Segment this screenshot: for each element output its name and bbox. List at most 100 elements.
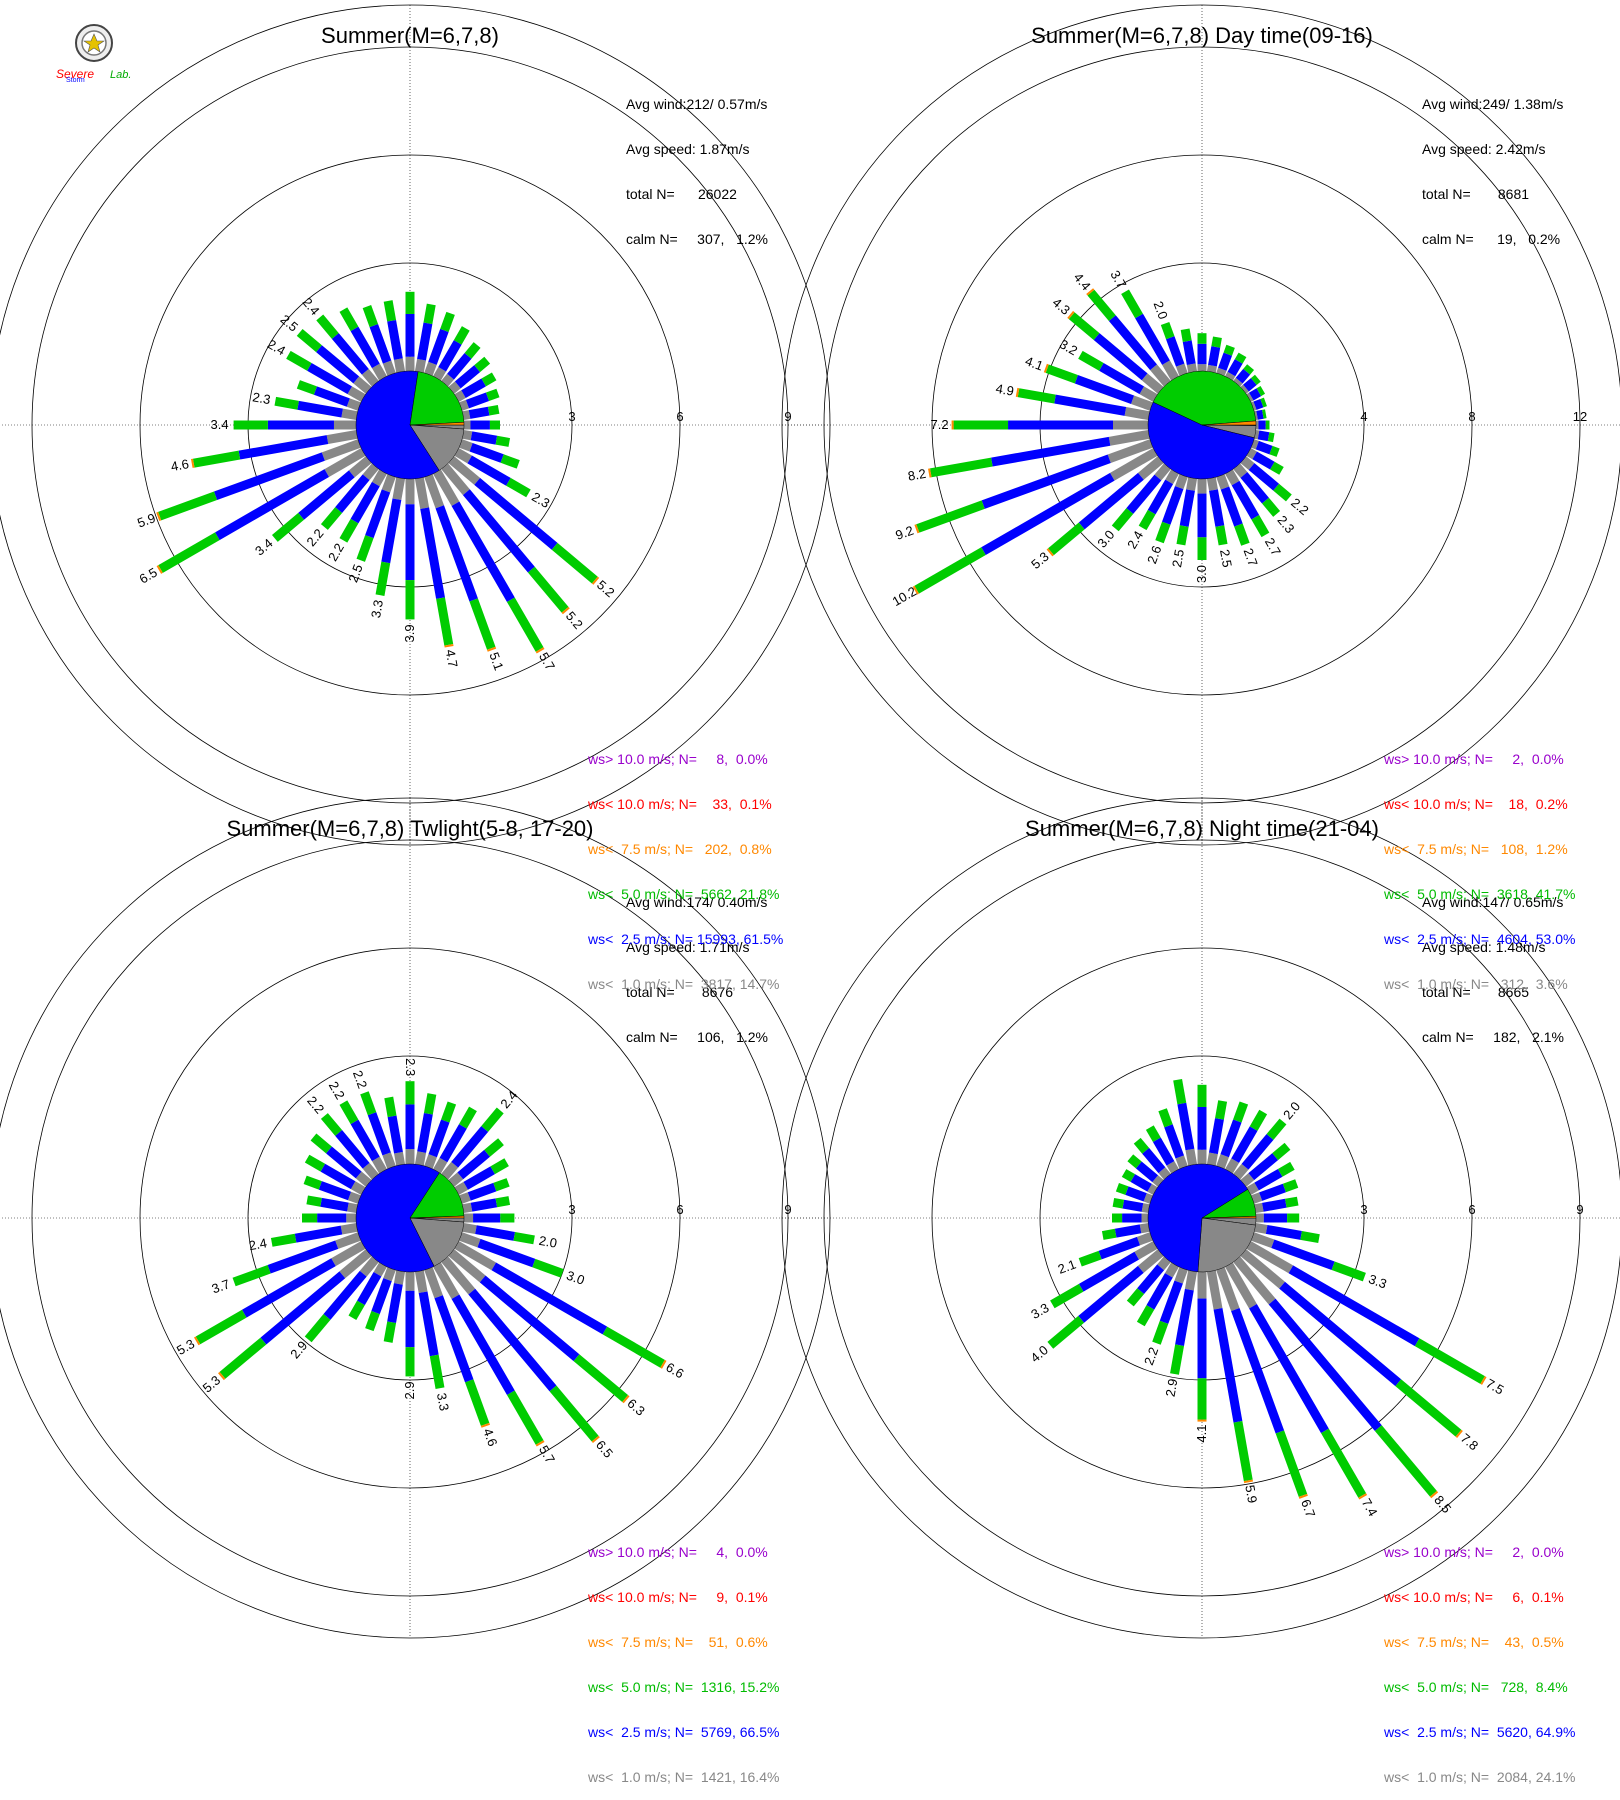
bar-segment-lt5 bbox=[953, 420, 1009, 430]
windrose-bar bbox=[441, 1107, 504, 1180]
legend-entry-lt75: ws< 7.5 m/s; N= 108, 1.2% bbox=[1384, 841, 1568, 857]
windrose-bar bbox=[1240, 1142, 1291, 1187]
bar-segment-lt5 bbox=[1078, 350, 1104, 371]
bar-segment-lt5 bbox=[914, 547, 986, 594]
bar-segment-lt1 bbox=[454, 448, 472, 464]
stats-panel-1: Avg wind:212/ 0.57m/s Avg speed: 1.87m/s… bbox=[626, 67, 768, 262]
bar-segment-lt25 bbox=[1008, 420, 1114, 430]
bar-segment-lt1 bbox=[448, 456, 481, 485]
bar-segment-lt25 bbox=[1175, 1288, 1194, 1346]
bar-segment-lt25 bbox=[1164, 1124, 1184, 1159]
bar-segment-lt25 bbox=[297, 400, 343, 418]
bar-segment-lt5 bbox=[573, 1354, 628, 1402]
windrose-bar bbox=[1112, 1197, 1150, 1214]
bar-segment-lt5 bbox=[195, 1309, 247, 1345]
bar-segment-lt1 bbox=[414, 477, 430, 509]
bar-segment-lt25 bbox=[1146, 1273, 1173, 1310]
bar-segment-lt25 bbox=[439, 1124, 467, 1163]
ring-label: 3 bbox=[1360, 1202, 1367, 1217]
legend-entry-lt75: ws< 7.5 m/s; N= 51, 0.6% bbox=[588, 1634, 768, 1650]
bar-segment-lt5 bbox=[1277, 1161, 1295, 1177]
bar-segment-lt1 bbox=[341, 408, 358, 421]
bar-segment-lt5 bbox=[1266, 1118, 1287, 1140]
windrose-bar bbox=[414, 1270, 445, 1389]
bar-segment-lt5 bbox=[1101, 1228, 1117, 1240]
legend-entry-lt5: ws< 5.0 m/s; N= 728, 8.4% bbox=[1384, 1679, 1568, 1695]
bar-segment-lt75 bbox=[1480, 1376, 1487, 1385]
bar-segment-lt25 bbox=[428, 1119, 450, 1158]
legend-entry-gt10: ws> 10.0 m/s; N= 8, 0.0% bbox=[588, 751, 768, 767]
bar-segment-lt25 bbox=[335, 1130, 370, 1169]
bar-value-label: 5.1 bbox=[486, 650, 506, 672]
bar-segment-lt1 bbox=[1165, 469, 1179, 485]
bar-value-label: 2.6 bbox=[1144, 544, 1164, 566]
bar-segment-lt25 bbox=[451, 1294, 515, 1395]
bar-segment-lt25 bbox=[1271, 1239, 1335, 1270]
bar-segment-lt75 bbox=[1197, 1419, 1207, 1422]
windrose-bar bbox=[1225, 469, 1270, 538]
bar-value-label: 2.2 bbox=[304, 1093, 327, 1116]
bar-segment-lt5 bbox=[1115, 1182, 1129, 1195]
bar-segment-lt25 bbox=[387, 1115, 403, 1154]
bar-segment-lt25 bbox=[335, 474, 370, 513]
bar-segment-lt5 bbox=[1265, 420, 1270, 430]
windrose-bar bbox=[274, 396, 358, 421]
windrose-bar bbox=[1158, 1108, 1188, 1169]
bar-segment-lt25 bbox=[1256, 409, 1264, 420]
bar-segment-lt25 bbox=[447, 352, 472, 380]
bar-segment-lt5 bbox=[1215, 1100, 1228, 1120]
bar-segment-lt25 bbox=[298, 470, 355, 520]
bar-segment-lt5 bbox=[270, 1233, 297, 1247]
bar-segment-lt1 bbox=[1216, 1154, 1229, 1169]
bar-segment-lt1 bbox=[346, 1213, 357, 1223]
bar-segment-lt1 bbox=[441, 1256, 476, 1295]
bar-segment-lt5 bbox=[310, 1133, 332, 1154]
bar-segment-lt1 bbox=[1138, 456, 1164, 480]
pie-slice-lt1 bbox=[1197, 1217, 1256, 1273]
bar-segment-lt1 bbox=[1186, 477, 1198, 491]
bar-segment-lt25 bbox=[1137, 1264, 1165, 1295]
windrose-bar bbox=[296, 328, 372, 394]
bar-segment-lt1 bbox=[353, 376, 372, 394]
bar-segment-lt25 bbox=[1098, 1236, 1141, 1260]
bar-segment-lt5 bbox=[1138, 509, 1156, 531]
bar-value-label: 2.2 bbox=[325, 541, 347, 564]
bar-segment-lt5 bbox=[1223, 344, 1235, 356]
legend-entry-lt10: ws< 10.0 m/s; N= 33, 0.1% bbox=[588, 796, 772, 812]
bar-segment-lt25 bbox=[1162, 486, 1184, 525]
bar-segment-lt1 bbox=[448, 381, 461, 394]
bar-segment-lt75 bbox=[535, 647, 545, 654]
bar-segment-lt1 bbox=[1251, 439, 1259, 450]
bar-segment-lt75 bbox=[561, 606, 570, 615]
windrose-bar bbox=[928, 429, 1150, 478]
windrose-bar bbox=[1233, 1118, 1287, 1180]
bar-segment-lt5 bbox=[1249, 1109, 1268, 1131]
bar-value-label: 5.9 bbox=[135, 510, 157, 530]
bar-segment-lt25 bbox=[1135, 313, 1170, 365]
ring-label: 9 bbox=[784, 409, 791, 424]
windrose-bar bbox=[1197, 333, 1207, 371]
bar-value-label: 2.9 bbox=[402, 1381, 417, 1399]
bar-segment-lt5 bbox=[1251, 514, 1270, 538]
bar-value-label: 7.5 bbox=[1483, 1376, 1506, 1398]
bar-segment-lt1 bbox=[1256, 1213, 1264, 1223]
windrose-bar bbox=[375, 477, 406, 596]
legend-entry-lt75: ws< 7.5 m/s; N= 202, 0.8% bbox=[588, 841, 772, 857]
bar-segment-lt1 bbox=[1164, 1262, 1179, 1278]
windrose-bar bbox=[424, 474, 497, 652]
bar-segment-lt5 bbox=[930, 457, 993, 478]
bar-segment-lt25 bbox=[491, 1262, 608, 1335]
bar-segment-lt1 bbox=[454, 1181, 468, 1195]
bar-segment-lt1 bbox=[1197, 479, 1207, 494]
bar-segment-lt5 bbox=[1112, 1197, 1125, 1209]
bar-segment-lt5 bbox=[1233, 1101, 1249, 1123]
windrose-bar bbox=[218, 1249, 372, 1381]
bar-segment-lt1 bbox=[459, 439, 473, 452]
bar-segment-lt25 bbox=[320, 1163, 356, 1190]
bar-segment-lt25 bbox=[350, 1119, 380, 1162]
windrose-bar bbox=[448, 356, 491, 394]
bar-segment-lt5 bbox=[219, 1337, 267, 1379]
windrose-bar bbox=[1155, 474, 1188, 544]
bar-segment-lt5 bbox=[1272, 1142, 1291, 1161]
bar-segment-lt25 bbox=[468, 1288, 557, 1392]
